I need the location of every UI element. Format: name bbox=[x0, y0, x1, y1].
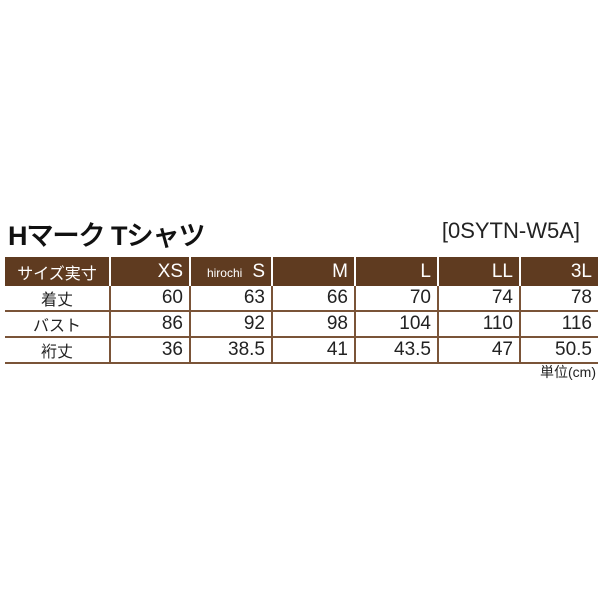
row-label: 着丈 bbox=[5, 286, 110, 312]
header-cell: サイズ実寸 bbox=[5, 257, 110, 286]
header-cell: 3L bbox=[519, 257, 598, 286]
cell: 60 bbox=[109, 286, 190, 312]
cell: 41 bbox=[271, 337, 355, 364]
header-cell: hirochi S bbox=[189, 257, 272, 286]
cell: 92 bbox=[189, 311, 272, 338]
header-cell: L bbox=[354, 257, 438, 286]
cell: 36 bbox=[109, 337, 190, 364]
row-label: バスト bbox=[5, 311, 110, 338]
row-label: 裄丈 bbox=[5, 337, 110, 364]
cell: 63 bbox=[189, 286, 272, 312]
cell: 70 bbox=[354, 286, 438, 312]
cell: 43.5 bbox=[354, 337, 438, 364]
size-table: サイズ実寸 XS hirochi S M L LL 3L 着丈 60 63 66 70 74… bbox=[5, 257, 598, 364]
product-title: Hマーク Tシャツ bbox=[8, 221, 205, 251]
cell: 116 bbox=[519, 311, 598, 338]
header-cell: M bbox=[271, 257, 355, 286]
table-row: バスト 86 92 98 104 110 116 bbox=[5, 311, 598, 338]
cell: 110 bbox=[437, 311, 520, 338]
header-cell: LL bbox=[437, 257, 520, 286]
cell: 38.5 bbox=[189, 337, 272, 364]
table-row: 裄丈 36 38.5 41 43.5 47 50.5 bbox=[5, 337, 598, 364]
cell: 66 bbox=[271, 286, 355, 312]
cell: 47 bbox=[437, 337, 520, 364]
cell: 98 bbox=[271, 311, 355, 338]
unit-note: 単位(cm) bbox=[540, 364, 596, 380]
cell: 86 bbox=[109, 311, 190, 338]
header-row: サイズ実寸 XS hirochi S M L LL 3L bbox=[5, 257, 598, 286]
cell: 50.5 bbox=[519, 337, 598, 364]
cell: 74 bbox=[437, 286, 520, 312]
cell: 78 bbox=[519, 286, 598, 312]
table-row: 着丈 60 63 66 70 74 78 bbox=[5, 286, 598, 312]
watermark: hirochi bbox=[206, 265, 243, 280]
header-cell: XS bbox=[109, 257, 190, 286]
product-code: [0SYTN-W5A] bbox=[441, 218, 580, 243]
cell: 104 bbox=[354, 311, 438, 338]
